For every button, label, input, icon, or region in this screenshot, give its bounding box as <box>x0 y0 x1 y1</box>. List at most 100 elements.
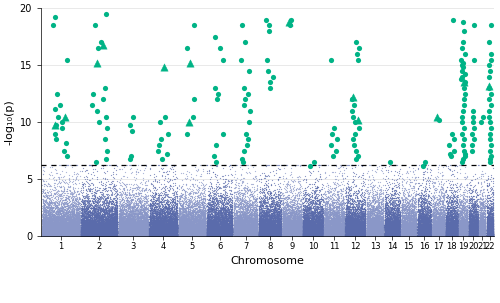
Point <box>221 211 229 216</box>
Point <box>366 221 374 226</box>
Point <box>438 226 446 231</box>
Point <box>438 231 446 236</box>
Point <box>414 215 422 220</box>
Point <box>334 234 342 239</box>
Point <box>196 228 204 233</box>
Point <box>268 230 276 235</box>
Point <box>124 223 132 228</box>
Point <box>264 224 272 228</box>
Point <box>207 233 215 238</box>
Point <box>94 228 102 233</box>
Point <box>316 215 324 220</box>
Point <box>214 216 222 221</box>
Point <box>460 215 468 220</box>
Point <box>449 233 457 238</box>
Point <box>348 207 356 212</box>
Point <box>393 218 401 222</box>
Point <box>182 230 190 235</box>
Point <box>80 220 88 225</box>
Point <box>204 231 212 235</box>
Point <box>372 200 380 205</box>
Point <box>140 220 148 225</box>
Point <box>323 223 331 228</box>
Point <box>184 224 192 228</box>
Point <box>188 202 196 207</box>
Point <box>180 234 188 238</box>
Point <box>52 232 60 237</box>
Point <box>268 232 276 237</box>
Point <box>336 224 344 229</box>
Point <box>338 229 345 234</box>
Point <box>358 204 366 208</box>
Point <box>191 214 199 219</box>
Point <box>210 203 218 208</box>
Point <box>348 231 356 235</box>
Point <box>44 233 52 238</box>
Point <box>49 221 57 226</box>
Point <box>135 224 143 228</box>
Point <box>72 215 80 219</box>
Point <box>423 215 431 220</box>
Point <box>336 210 344 215</box>
Point <box>269 209 277 214</box>
Point <box>252 231 260 236</box>
Point <box>210 234 218 239</box>
Point <box>420 228 428 233</box>
Point <box>240 232 248 237</box>
Point <box>432 230 440 235</box>
Point <box>62 229 70 234</box>
Point <box>243 225 251 230</box>
Point <box>178 233 186 238</box>
Point <box>322 230 330 235</box>
Point <box>101 231 109 236</box>
Point <box>92 231 100 236</box>
Point <box>416 232 424 237</box>
Point <box>283 233 291 238</box>
Point <box>166 224 173 229</box>
Point <box>466 221 474 226</box>
Point <box>276 227 284 231</box>
Point <box>258 213 266 218</box>
Point <box>334 215 342 220</box>
Point <box>298 200 306 205</box>
Point <box>332 229 340 234</box>
Point <box>176 232 184 237</box>
Point <box>176 229 184 234</box>
Point <box>426 233 434 238</box>
Point <box>338 202 346 207</box>
Point <box>388 212 396 217</box>
Point <box>263 221 271 226</box>
Point <box>332 232 340 237</box>
Point <box>312 215 320 219</box>
Point <box>78 222 86 227</box>
Point <box>378 233 386 238</box>
Point <box>182 219 190 224</box>
Point <box>452 232 460 237</box>
Point <box>394 229 402 234</box>
Point <box>449 192 457 197</box>
Point <box>156 210 164 215</box>
Point <box>144 199 152 204</box>
Point <box>296 224 304 229</box>
Point <box>212 234 220 239</box>
Point <box>224 228 232 233</box>
Point <box>111 233 119 238</box>
Point <box>446 229 454 234</box>
Point <box>365 230 373 235</box>
Point <box>112 209 120 214</box>
Point <box>441 210 449 215</box>
Point <box>95 226 103 231</box>
Point <box>439 210 447 215</box>
Point <box>418 229 426 234</box>
Point <box>285 227 293 231</box>
Point <box>188 221 196 226</box>
Point <box>226 218 234 223</box>
Point <box>468 233 476 238</box>
Point <box>188 227 196 232</box>
Point <box>272 223 280 228</box>
Point <box>162 233 170 238</box>
Point <box>306 205 314 210</box>
Point <box>99 228 107 232</box>
Point <box>292 228 300 233</box>
Point <box>113 232 121 237</box>
